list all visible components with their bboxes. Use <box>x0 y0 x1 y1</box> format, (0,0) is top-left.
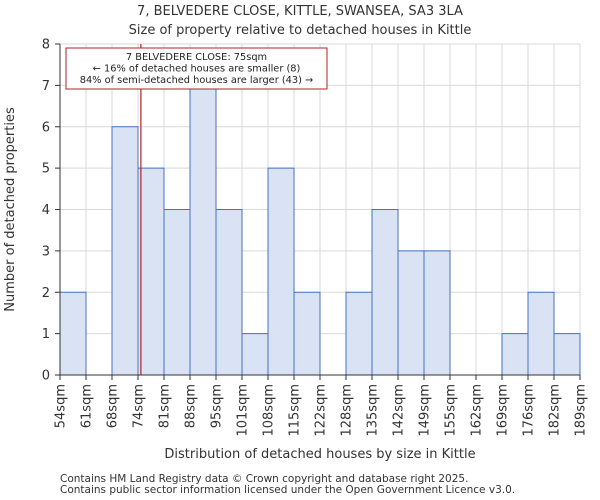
y-axis-title: Number of detached properties <box>3 107 18 312</box>
annotation-line-1: 7 BELVEDERE CLOSE: 75sqm <box>126 52 267 63</box>
bar-142sqm <box>397 250 425 376</box>
footer-line-1: Contains HM Land Registry data © Crown c… <box>60 473 469 485</box>
x-tick-label-122sqm: 122sqm <box>314 384 329 437</box>
x-tick-label-95sqm: 95sqm <box>210 384 225 428</box>
y-tick-label-0: 0 <box>42 369 50 384</box>
bar-81sqm <box>163 209 191 376</box>
x-tick-label-169sqm: 169sqm <box>496 384 511 437</box>
bar-169sqm <box>501 333 529 376</box>
x-axis-title: Distribution of detached houses by size … <box>164 447 475 462</box>
y-tick-label-7: 7 <box>42 79 50 94</box>
x-tick-label-101sqm: 101sqm <box>236 384 251 437</box>
axes-layer: 0 1 2 3 4 5 6 7 8 54sqm 61sqm 68sqm 74sqm 81sqm 88sqm 9… <box>3 38 589 463</box>
x-tick-label-176sqm: 176sqm <box>522 384 537 437</box>
x-tick-label-182sqm: 182sqm <box>548 384 563 437</box>
x-tick-label-74sqm: 74sqm <box>132 384 147 428</box>
annotation-box <box>65 47 328 90</box>
bar-68sqm <box>111 126 139 376</box>
chart-title-block: 7, BELVEDERE CLOSE, KITTLE, SWANSEA, SA3… <box>0 2 600 40</box>
bars-layer <box>59 84 581 376</box>
x-tick-label-142sqm: 142sqm <box>392 384 407 437</box>
bar-88sqm <box>189 84 217 376</box>
x-tick-label-115sqm: 115sqm <box>288 384 303 437</box>
chart-subtitle: Size of property relative to detached ho… <box>128 23 472 38</box>
annotation-line-3: 84% of semi-detached houses are larger (… <box>80 75 314 86</box>
bar-128sqm <box>345 291 373 376</box>
x-tick-label-61sqm: 61sqm <box>80 384 95 428</box>
x-tick-label-162sqm: 162sqm <box>470 384 485 437</box>
x-tick-label-88sqm: 88sqm <box>184 384 199 428</box>
bar-176sqm <box>527 291 555 376</box>
bar-115sqm <box>293 291 321 376</box>
x-tick-label-108sqm: 108sqm <box>262 384 277 437</box>
x-tick-label-135sqm: 135sqm <box>366 384 381 437</box>
chart-title: 7, BELVEDERE CLOSE, KITTLE, SWANSEA, SA3… <box>137 4 463 19</box>
bar-101sqm <box>241 333 269 376</box>
bar-135sqm <box>371 209 399 376</box>
footer-line-2: Contains public sector information licen… <box>60 484 516 496</box>
bar-95sqm <box>215 209 243 376</box>
x-tick-label-189sqm: 189sqm <box>574 384 589 437</box>
x-tick-label-155sqm: 155sqm <box>444 384 459 437</box>
y-tick-label-8: 8 <box>42 38 50 53</box>
y-tick-label-3: 3 <box>42 244 50 259</box>
x-tick-label-128sqm: 128sqm <box>340 384 355 437</box>
bar-74sqm <box>137 167 165 376</box>
bar-149sqm <box>423 250 451 376</box>
x-tick-label-149sqm: 149sqm <box>418 384 433 437</box>
x-tick-label-54sqm: 54sqm <box>54 384 69 428</box>
x-tick-label-81sqm: 81sqm <box>158 384 173 428</box>
bar-54sqm <box>59 291 87 376</box>
x-tick-label-68sqm: 68sqm <box>106 384 121 428</box>
y-tick-label-1: 1 <box>42 327 50 342</box>
bar-108sqm <box>267 167 295 376</box>
y-tick-label-2: 2 <box>42 286 50 301</box>
y-tick-label-6: 6 <box>42 120 50 135</box>
annotation-layer: 7 BELVEDERE CLOSE: 75sqm← 16% of detache… <box>65 44 328 375</box>
y-tick-label-5: 5 <box>42 162 50 177</box>
y-tick-label-4: 4 <box>42 203 50 218</box>
annotation-line-2: ← 16% of detached houses are smaller (8) <box>93 64 301 75</box>
bar-182sqm <box>553 333 581 376</box>
